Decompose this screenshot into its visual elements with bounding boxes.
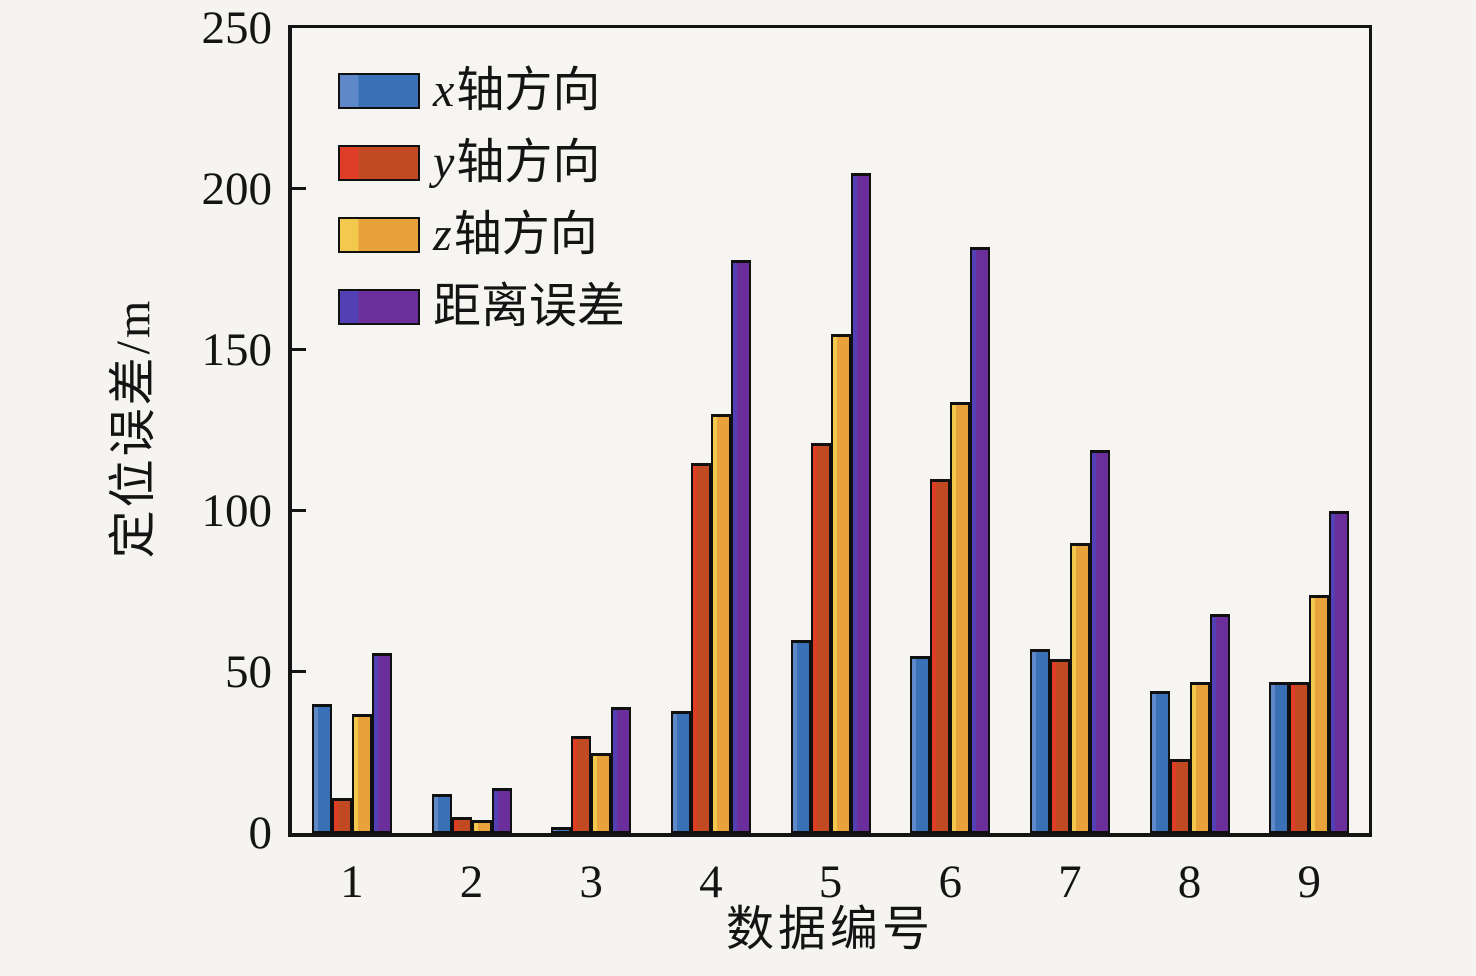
legend-var: z — [433, 208, 452, 261]
bar-z-2 — [471, 820, 492, 833]
legend-label: y轴方向 — [433, 136, 601, 189]
bar-group-2 — [412, 28, 532, 833]
bar-x-9 — [1269, 681, 1290, 833]
legend-swatch — [338, 145, 420, 181]
x-tick-labels: 1 2 3 4 5 6 7 8 9 — [292, 856, 1369, 908]
bar-z-3 — [591, 752, 612, 833]
x-tick-label: 2 — [459, 856, 484, 908]
y-tick-label: 200 — [201, 163, 273, 215]
bar-group-8 — [1130, 28, 1250, 833]
x-tick-label: 1 — [340, 856, 364, 908]
x-tick-label: 3 — [579, 856, 603, 908]
bar-y-4 — [690, 462, 711, 833]
bar-group-9 — [1249, 28, 1369, 833]
bar-y-3 — [571, 736, 592, 833]
y-tick-mark — [292, 670, 306, 673]
x-tick-label: 7 — [1058, 856, 1082, 908]
bar-x-6 — [910, 655, 931, 833]
legend-swatch — [338, 73, 420, 109]
bar-y-8 — [1169, 758, 1190, 833]
bar-x-7 — [1029, 649, 1050, 833]
y-tick-label: 250 — [201, 2, 273, 54]
x-tick-label: 4 — [699, 856, 723, 908]
bar-z-7 — [1069, 543, 1090, 833]
bar-y-2 — [451, 816, 472, 833]
bar-y-7 — [1049, 659, 1070, 833]
y-tick-label: 150 — [201, 324, 273, 376]
bar-z-4 — [710, 414, 731, 833]
bar-group-6 — [890, 28, 1010, 833]
bar-y-6 — [930, 478, 951, 833]
bar-group-7 — [1010, 28, 1130, 833]
y-tick-mark — [292, 348, 306, 351]
y-tick-label: 0 — [248, 807, 273, 859]
bar-d-3 — [611, 707, 632, 833]
bar-d-6 — [970, 246, 991, 833]
legend-item-x: x轴方向 — [338, 66, 625, 116]
bar-d-5 — [850, 172, 871, 833]
y-tick-label: 50 — [225, 646, 272, 698]
legend-var: x — [433, 64, 455, 117]
legend-var: y — [433, 136, 455, 189]
legend-item-z: z轴方向 — [338, 210, 625, 260]
bar-z-9 — [1309, 594, 1330, 833]
bar-x-3 — [551, 826, 572, 833]
x-axis-title: 数据编号 — [725, 903, 934, 956]
bar-x-8 — [1149, 691, 1170, 833]
y-tick-label: 100 — [201, 485, 273, 537]
bar-z-1 — [351, 713, 372, 833]
bar-d-7 — [1089, 449, 1110, 833]
bar-z-5 — [830, 333, 851, 833]
bars-row — [292, 28, 1369, 833]
bar-x-1 — [311, 704, 332, 833]
y-tick-mark — [292, 187, 306, 190]
legend: x轴方向 y轴方向 z轴方向距离误差 — [338, 66, 625, 332]
legend-label: z轴方向 — [433, 208, 598, 261]
legend-label: 距离误差 — [433, 280, 626, 333]
bar-y-9 — [1289, 681, 1310, 833]
bar-z-8 — [1189, 681, 1210, 833]
bar-x-5 — [790, 639, 811, 833]
x-tick-label: 9 — [1297, 856, 1321, 908]
bar-d-2 — [491, 787, 512, 833]
bar-y-5 — [810, 443, 831, 833]
legend-item-y: y轴方向 — [338, 138, 625, 188]
legend-swatch — [338, 289, 420, 325]
bar-d-9 — [1329, 511, 1350, 833]
bar-group-4 — [651, 28, 771, 833]
x-tick-label: 5 — [818, 856, 843, 908]
bar-y-1 — [331, 797, 352, 833]
legend-item-d: 距离误差 — [338, 282, 625, 332]
x-tick-label: 6 — [938, 856, 962, 908]
bar-group-1 — [292, 28, 412, 833]
y-tick-mark — [292, 509, 306, 512]
bar-x-2 — [431, 794, 452, 833]
bar-group-5 — [771, 28, 891, 833]
legend-swatch — [338, 217, 420, 253]
bar-d-8 — [1209, 614, 1230, 833]
bar-z-6 — [950, 401, 971, 833]
bar-x-4 — [670, 710, 691, 833]
bar-d-1 — [371, 652, 392, 833]
plot-area: x轴方向 y轴方向 z轴方向距离误差 — [288, 25, 1372, 837]
x-tick-label: 8 — [1177, 856, 1202, 908]
bar-group-3 — [531, 28, 651, 833]
legend-label: x轴方向 — [433, 64, 601, 117]
bar-d-4 — [730, 259, 751, 833]
